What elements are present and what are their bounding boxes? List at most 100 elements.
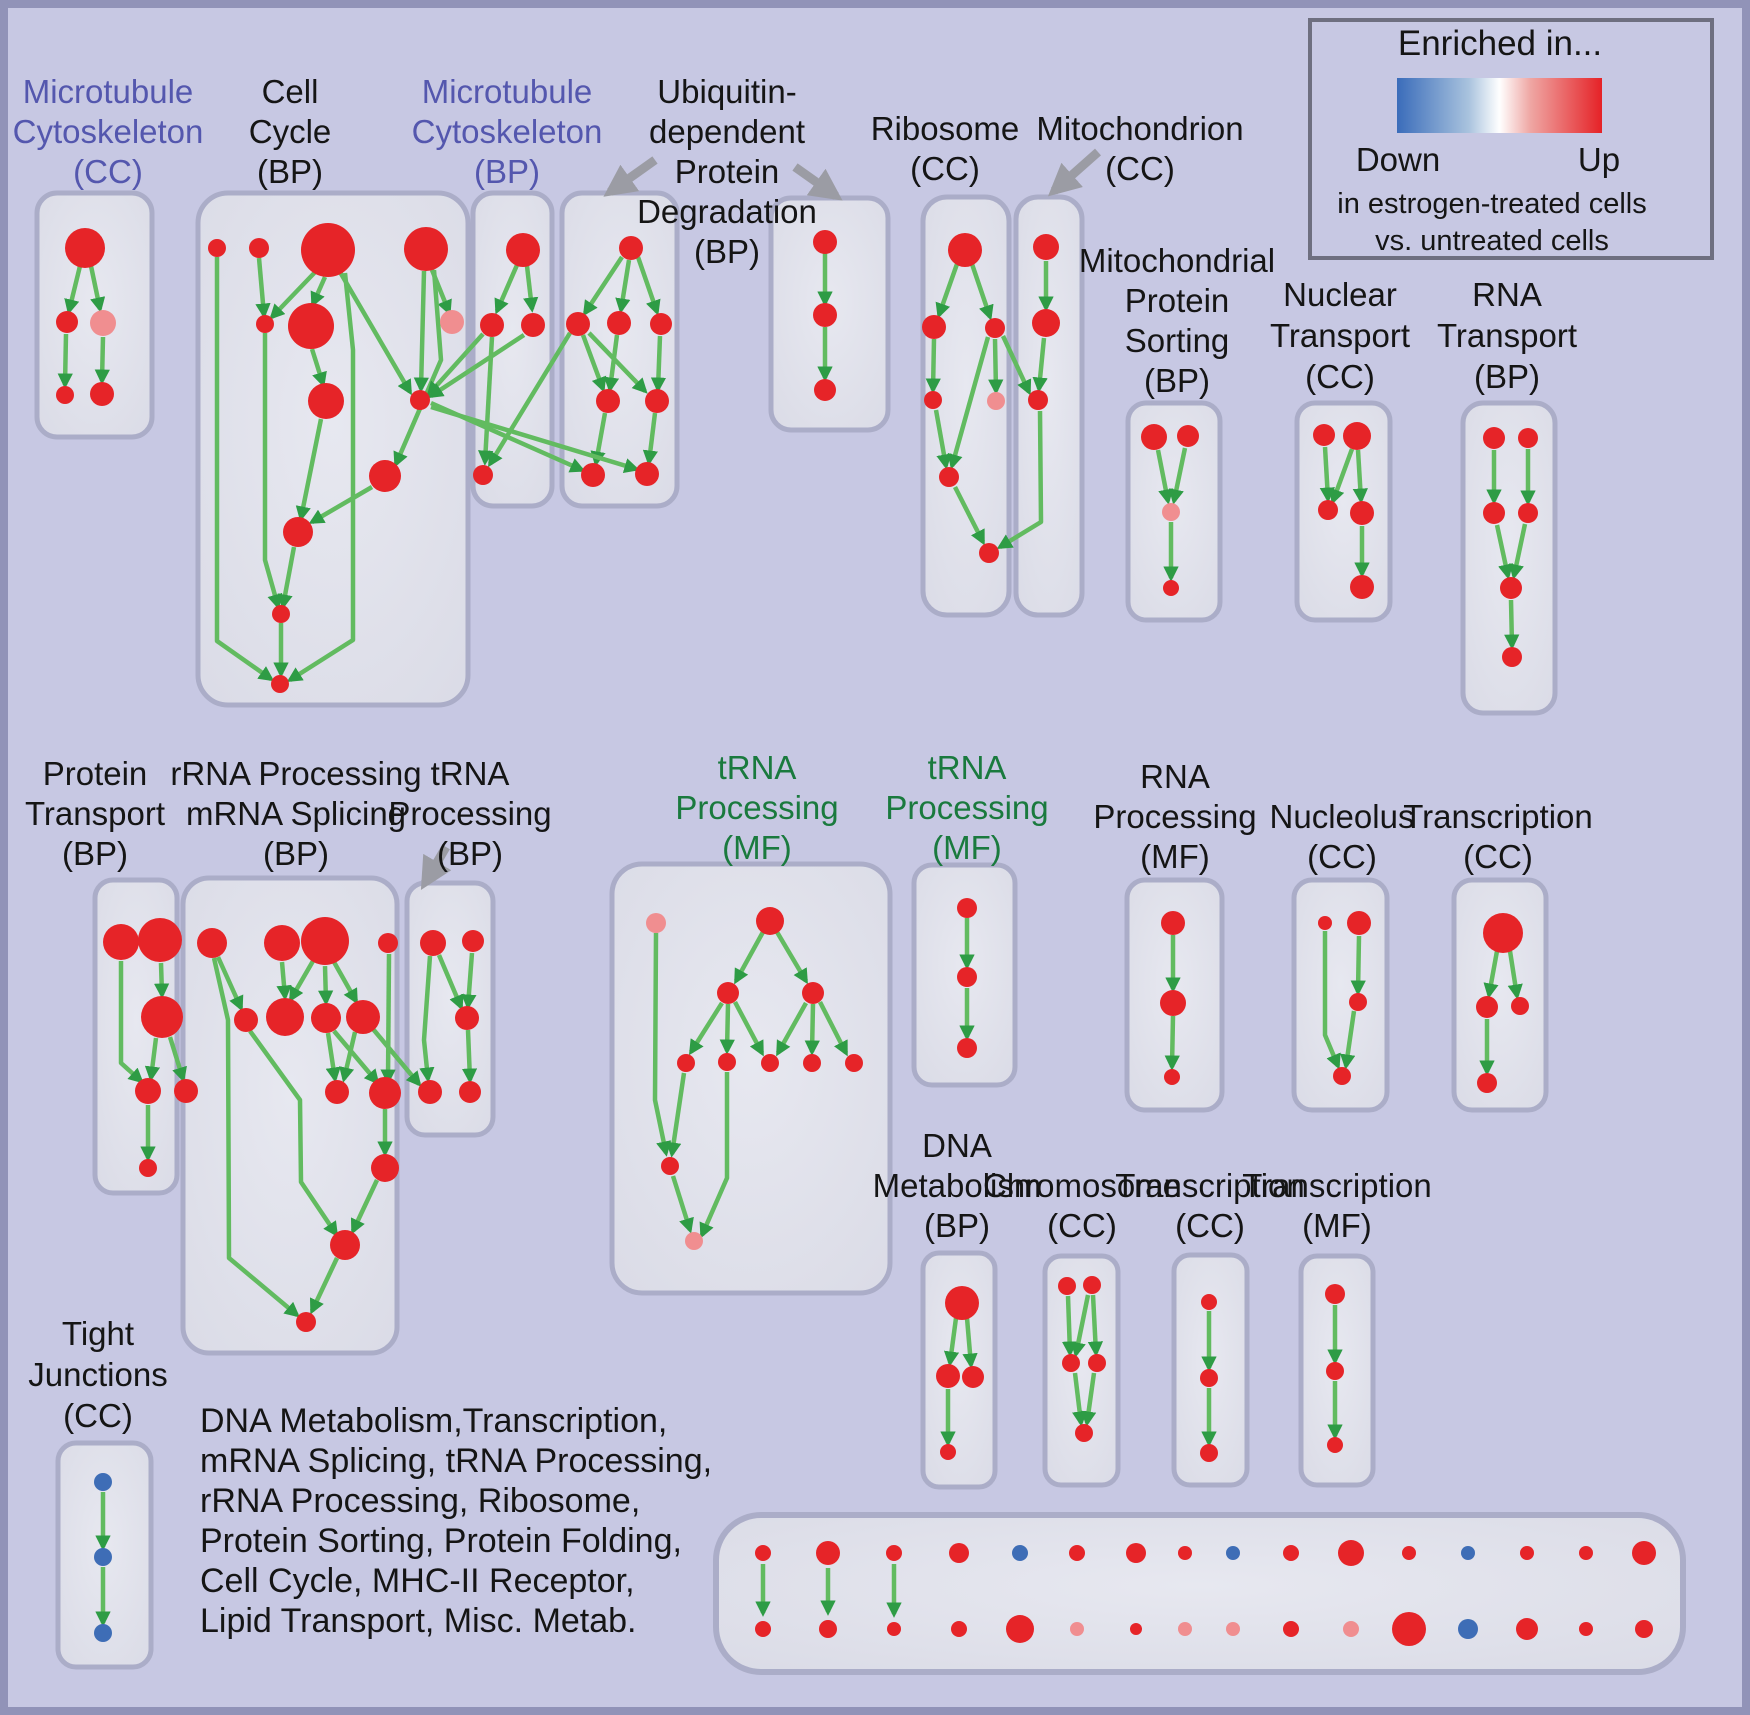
- go-term-node: [94, 1473, 112, 1491]
- enrichment-edge: [650, 335, 667, 393]
- enrichment-edge: [1087, 1294, 1104, 1357]
- go-term-node: [1350, 575, 1374, 599]
- enrichment-edge: [1508, 523, 1528, 580]
- go-term-node: [1347, 911, 1371, 935]
- go-term-node: [418, 1080, 442, 1104]
- cluster-label-line: (MF): [722, 829, 792, 866]
- go-term-node: [803, 1054, 821, 1072]
- cluster-label-line: Tight: [62, 1315, 134, 1352]
- go-term-node: [473, 465, 493, 485]
- go-term-node: [1326, 1362, 1344, 1380]
- go-term-node: [1058, 1277, 1076, 1295]
- enrichment-edge: [461, 1029, 478, 1084]
- enrichment-edge: [332, 1029, 380, 1085]
- go-term-node: [1062, 1354, 1080, 1372]
- go-term-node: [1032, 309, 1060, 337]
- go-term-node: [311, 1003, 341, 1033]
- go-term-node: [1160, 990, 1186, 1016]
- go-term-node: [1313, 424, 1335, 446]
- enrichment-edge: [380, 953, 396, 1085]
- go-term-node: [1028, 390, 1048, 410]
- cluster-label-line: (BP): [257, 153, 323, 190]
- go-term-node: [301, 223, 355, 277]
- enrichment-edge: [587, 331, 648, 394]
- go-term-node: [404, 227, 448, 271]
- enrichment-edge: [1061, 1295, 1078, 1357]
- go-term-node: [951, 1621, 967, 1637]
- go-term-node: [1033, 234, 1059, 260]
- go-term-node: [1283, 1621, 1299, 1637]
- enrichment-edge: [817, 1000, 849, 1057]
- cluster-label-line: Transcription: [1115, 1167, 1305, 1204]
- cluster-label-line: Cycle: [249, 113, 332, 150]
- go-term-node: [940, 1444, 956, 1460]
- cluster-label-line: tRNA: [431, 755, 510, 792]
- cluster-label-line: rRNA Processing: [170, 755, 421, 792]
- enrichment-edge: [215, 956, 244, 1012]
- go-term-node: [1343, 1621, 1359, 1637]
- go-term-node: [1516, 1618, 1538, 1640]
- enrichment-edge: [933, 409, 952, 470]
- go-term-node: [480, 313, 504, 337]
- go-term-node: [1502, 647, 1522, 667]
- cluster-label-line: mRNA Splicing: [186, 795, 406, 832]
- enrichment-edge: [935, 263, 960, 319]
- go-term-node: [813, 303, 837, 327]
- go-term-node: [141, 996, 183, 1038]
- enrichment-edge: [635, 256, 661, 316]
- cluster-label-line: (CC): [1307, 838, 1377, 875]
- cluster-label-line: Cytoskeleton: [13, 113, 204, 150]
- enrichment-edge: [289, 959, 315, 1003]
- cluster-label-line: DNA: [922, 1127, 992, 1164]
- enrichment-edge: [1081, 1372, 1097, 1427]
- enrichment-edge: [1504, 599, 1520, 650]
- go-term-node: [1226, 1546, 1240, 1560]
- enrichment-edge: [688, 1001, 724, 1056]
- enrichment-edge: [430, 404, 640, 474]
- cluster-label-line: (MF): [1302, 1207, 1372, 1244]
- go-term-node: [718, 1053, 736, 1071]
- cluster-label-mitochondrion-cc: Mitochondrion(CC): [1036, 110, 1243, 187]
- cluster-label-line: RNA: [1140, 758, 1210, 795]
- cluster-label-line: Nuclear: [1283, 276, 1397, 313]
- legend-subtitle-line1: in estrogen-treated cells: [1337, 188, 1647, 220]
- enrichment-edge: [580, 334, 607, 393]
- go-term-node: [936, 1364, 960, 1388]
- go-term-node: [138, 918, 182, 962]
- go-term-node: [1483, 502, 1505, 524]
- enrichment-edge: [969, 263, 994, 321]
- go-term-node: [1070, 1622, 1084, 1636]
- enrichment-edge: [494, 264, 520, 315]
- enrichment-edge: [1483, 950, 1500, 999]
- cluster-label-line: Protein: [43, 755, 148, 792]
- go-term-node: [135, 1078, 161, 1104]
- enrichment-edge: [652, 932, 672, 1157]
- go-term-node: [296, 1312, 316, 1332]
- enrichment-edge: [308, 485, 374, 524]
- cluster-label-line: Ubiquitin-: [657, 73, 796, 110]
- enrichment-edge: [371, 1027, 422, 1087]
- cluster-label-line: Processing: [675, 789, 838, 826]
- go-term-node: [1164, 1069, 1180, 1085]
- enrichment-edge: [962, 1317, 978, 1369]
- go-term-node: [288, 303, 334, 349]
- cluster-label-line: (CC): [910, 150, 980, 187]
- enrichment-edge: [1032, 337, 1048, 393]
- enrichment-edge: [1072, 1372, 1088, 1427]
- go-term-node: [1318, 916, 1332, 930]
- go-term-node: [948, 233, 982, 267]
- cluster-label-line: (BP): [1144, 362, 1210, 399]
- enrichment-edge: [325, 1032, 341, 1083]
- go-term-node: [1483, 427, 1505, 449]
- go-term-node: [139, 1159, 157, 1177]
- cluster-label-line: Transcription: [1242, 1167, 1432, 1204]
- enrichment-edge: [775, 930, 808, 985]
- enrichment-edge: [1329, 448, 1355, 505]
- go-term-node: [271, 675, 289, 693]
- enrichment-edge: [582, 255, 624, 317]
- enrichment-edge: [350, 1179, 380, 1235]
- legend-up-label: Up: [1578, 141, 1620, 178]
